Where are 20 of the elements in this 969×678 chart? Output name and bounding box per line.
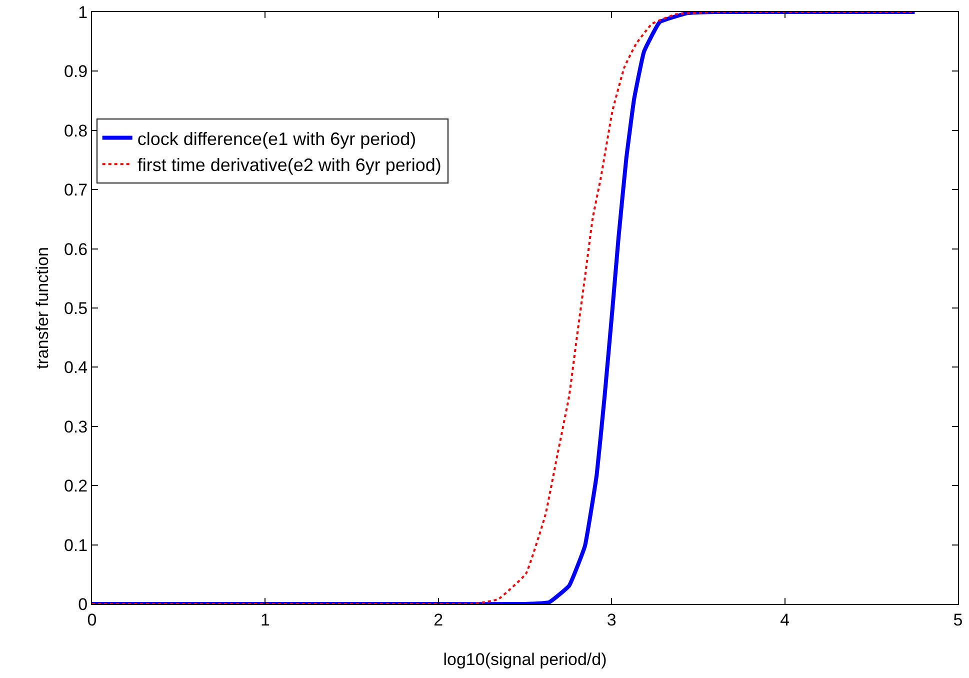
y-tick-label: 1 xyxy=(78,2,88,22)
x-tick-label: 2 xyxy=(434,610,444,630)
y-tick-label: 0.3 xyxy=(64,417,88,436)
y-tick-label: 0.1 xyxy=(64,536,88,555)
y-tick-label: 0 xyxy=(78,594,88,614)
x-tick-label: 5 xyxy=(953,610,963,630)
y-tick-label: 0.6 xyxy=(64,240,88,259)
legend-label: clock difference(e1 with 6yr period) xyxy=(137,128,416,149)
x-tick-label: 3 xyxy=(606,610,616,630)
y-tick-label: 0.8 xyxy=(64,121,88,140)
legend-label: first time derivative(e2 with 6yr period) xyxy=(137,155,442,176)
y-tick-label: 0.9 xyxy=(64,62,88,82)
y-axis-title: transfer function xyxy=(33,247,52,369)
y-tick-label: 0.7 xyxy=(64,180,88,200)
y-tick-label: 0.2 xyxy=(64,476,88,496)
y-tick-label: 0.5 xyxy=(64,298,88,318)
y-tick-label: 0.4 xyxy=(64,358,88,378)
x-tick-label: 4 xyxy=(780,610,790,630)
x-tick-label: 1 xyxy=(260,610,270,630)
x-axis-title: log10(signal period/d) xyxy=(443,650,607,669)
